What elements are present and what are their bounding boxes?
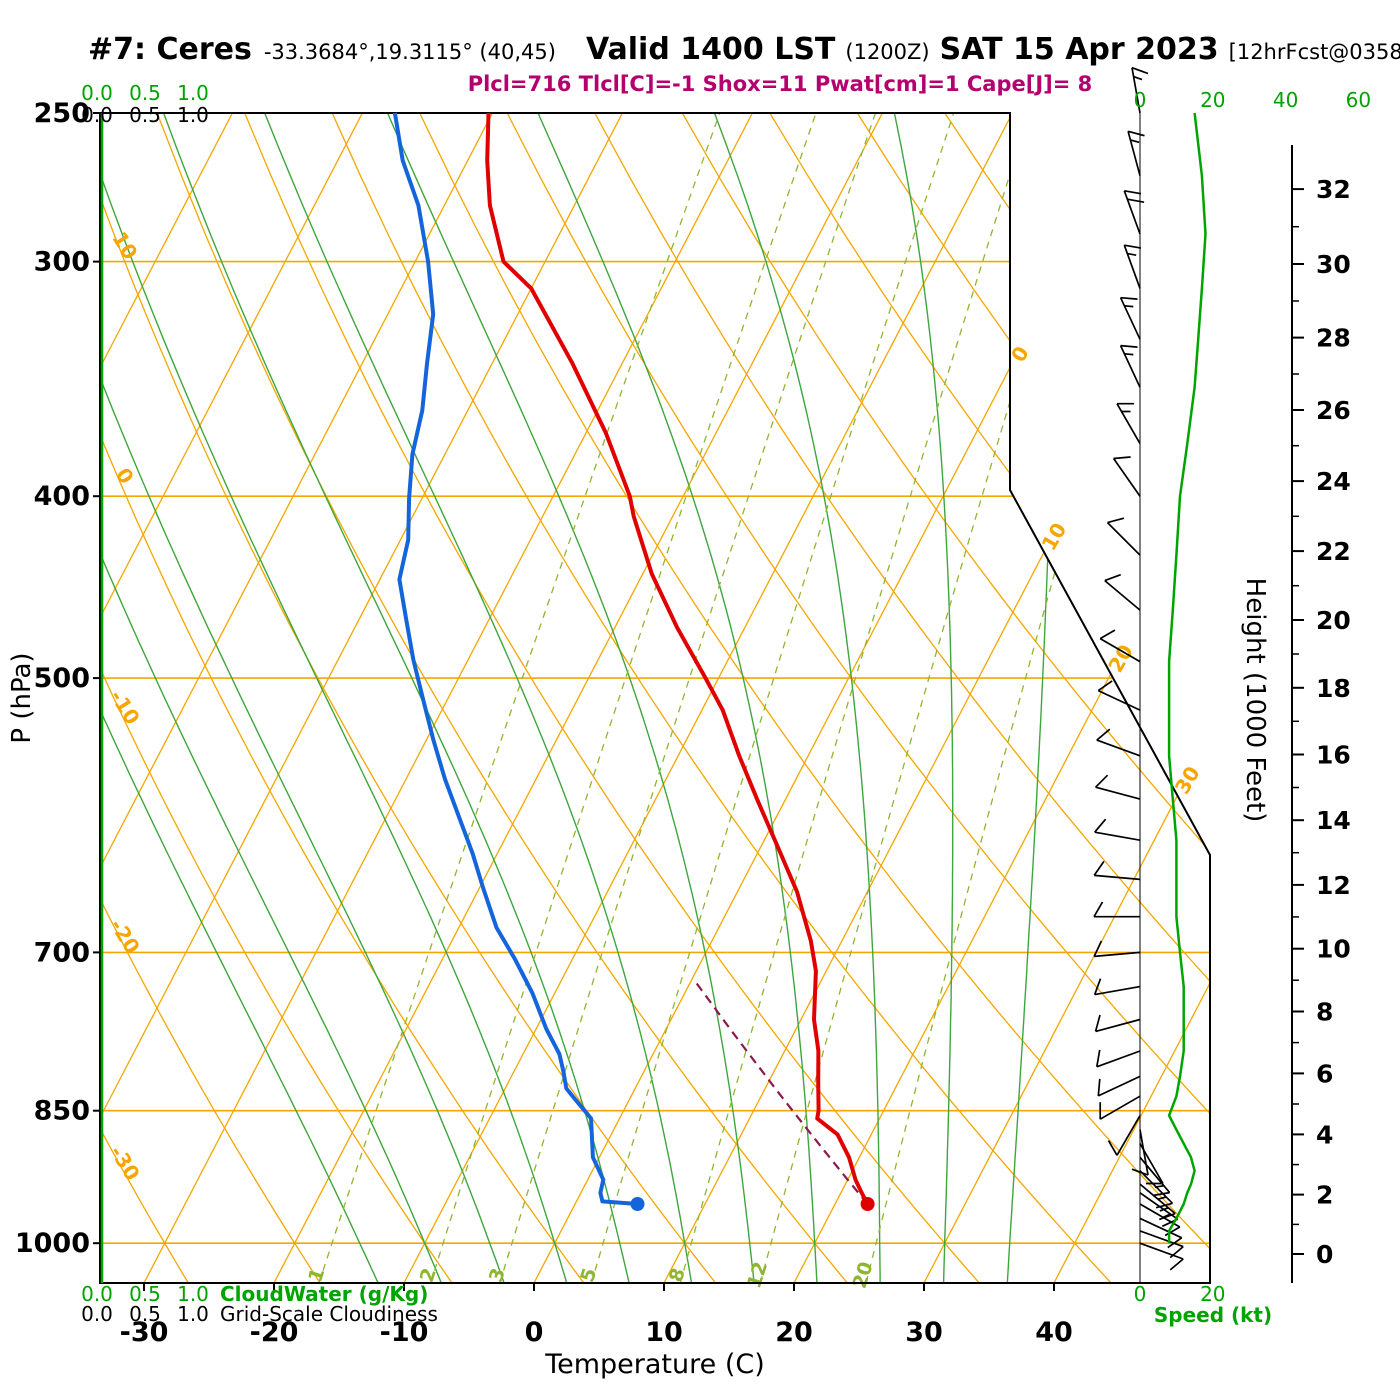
svg-text:-20: -20 bbox=[250, 1317, 299, 1348]
svg-text:40: 40 bbox=[1035, 1317, 1073, 1348]
svg-text:-30: -30 bbox=[120, 1317, 169, 1348]
svg-text:0: 0 bbox=[1316, 1240, 1333, 1269]
dewpoint-curve bbox=[392, 112, 638, 1206]
parcel-path bbox=[692, 978, 869, 1205]
svg-text:4: 4 bbox=[1316, 1120, 1333, 1149]
svg-text:30: 30 bbox=[905, 1317, 943, 1348]
svg-text:14: 14 bbox=[1316, 806, 1351, 835]
temperature-curve bbox=[485, 112, 870, 1205]
svg-text:1.0: 1.0 bbox=[177, 103, 209, 127]
svg-text:Speed (kt): Speed (kt) bbox=[1154, 1303, 1272, 1327]
svg-text:0.0: 0.0 bbox=[81, 1302, 113, 1326]
station-title: #7: Ceres bbox=[88, 32, 252, 67]
svg-text:24: 24 bbox=[1316, 467, 1351, 496]
svg-text:8: 8 bbox=[1316, 998, 1333, 1027]
svg-text:16: 16 bbox=[1316, 741, 1351, 770]
svg-text:2: 2 bbox=[1316, 1181, 1333, 1210]
svg-text:12: 12 bbox=[1316, 871, 1351, 900]
svg-text:1.0: 1.0 bbox=[177, 1282, 209, 1306]
surface-dewpoint-dot bbox=[630, 1197, 645, 1211]
surface-temp-dot bbox=[860, 1197, 875, 1211]
svg-text:20: 20 bbox=[1200, 88, 1225, 112]
svg-text:20: 20 bbox=[1316, 606, 1351, 635]
svg-text:400: 400 bbox=[34, 481, 90, 512]
svg-text:Grid-Scale Cloudiness: Grid-Scale Cloudiness bbox=[220, 1302, 438, 1326]
svg-text:1.0: 1.0 bbox=[177, 81, 209, 105]
svg-text:20: 20 bbox=[775, 1317, 813, 1348]
svg-text:2: 2 bbox=[416, 1265, 441, 1284]
stability-indices-line: Plcl=716 Tlcl[C]=-1 Shox=11 Pwat[cm]=1 C… bbox=[467, 72, 1093, 96]
svg-text:30: 30 bbox=[1316, 250, 1351, 279]
svg-text:1000: 1000 bbox=[15, 1228, 90, 1259]
station-coords: -33.3684°,19.3115° (40,45) bbox=[263, 40, 556, 64]
svg-text:18: 18 bbox=[1316, 674, 1351, 703]
svg-text:32: 32 bbox=[1316, 175, 1351, 204]
chart-header: #7: Ceres -33.3684°,19.3115° (40,45) Val… bbox=[88, 32, 1400, 67]
svg-text:8: 8 bbox=[665, 1265, 690, 1284]
svg-text:0: 0 bbox=[1134, 88, 1147, 112]
svg-text:6: 6 bbox=[1316, 1059, 1333, 1088]
svg-text:40: 40 bbox=[1273, 88, 1298, 112]
svg-text:0.0: 0.0 bbox=[81, 103, 113, 127]
svg-text:12: 12 bbox=[743, 1259, 772, 1291]
svg-text:0.5: 0.5 bbox=[129, 103, 161, 127]
svg-text:P (hPa): P (hPa) bbox=[7, 652, 37, 743]
svg-text:1.0: 1.0 bbox=[177, 1302, 209, 1326]
svg-text:20: 20 bbox=[1200, 1282, 1225, 1306]
svg-text:850: 850 bbox=[34, 1096, 90, 1127]
svg-text:0: 0 bbox=[525, 1317, 544, 1348]
svg-text:300: 300 bbox=[34, 247, 90, 278]
svg-text:0: 0 bbox=[111, 464, 139, 489]
svg-text:Temperature (C): Temperature (C) bbox=[544, 1349, 765, 1380]
svg-text:10: 10 bbox=[107, 227, 142, 263]
background-grid bbox=[100, 113, 1210, 1283]
svg-text:0.5: 0.5 bbox=[129, 1282, 161, 1306]
svg-text:0.0: 0.0 bbox=[81, 1282, 113, 1306]
svg-text:0.5: 0.5 bbox=[129, 1302, 161, 1326]
svg-text:250: 250 bbox=[34, 98, 90, 129]
svg-text:10: 10 bbox=[645, 1317, 683, 1348]
valid-date: SAT 15 Apr 2023 bbox=[939, 32, 1219, 67]
svg-text:0.5: 0.5 bbox=[129, 81, 161, 105]
svg-text:Height (1000 Feet): Height (1000 Feet) bbox=[1240, 578, 1270, 823]
wind-speed-profile bbox=[1167, 112, 1207, 1244]
svg-text:10: 10 bbox=[1316, 935, 1351, 964]
wind-barbs bbox=[1093, 66, 1184, 1271]
svg-text:3: 3 bbox=[485, 1265, 510, 1284]
svg-text:26: 26 bbox=[1316, 396, 1351, 425]
svg-text:22: 22 bbox=[1316, 537, 1351, 566]
svg-text:5: 5 bbox=[576, 1265, 601, 1284]
svg-text:0.0: 0.0 bbox=[81, 81, 113, 105]
plot-frame bbox=[99, 112, 1211, 1284]
svg-text:700: 700 bbox=[34, 937, 90, 968]
forecast-tag: [12hrFcst@0358z] bbox=[1228, 40, 1400, 64]
svg-text:CloudWater (g/Kg): CloudWater (g/Kg) bbox=[220, 1282, 428, 1306]
svg-text:1: 1 bbox=[304, 1265, 329, 1284]
valid-time: Valid 1400 LST bbox=[585, 32, 836, 67]
svg-text:0: 0 bbox=[1134, 1282, 1147, 1306]
svg-text:-10: -10 bbox=[380, 1317, 429, 1348]
valid-zulu: (1200Z) bbox=[845, 40, 930, 64]
svg-text:500: 500 bbox=[34, 663, 90, 694]
svg-text:60: 60 bbox=[1346, 88, 1371, 112]
svg-text:28: 28 bbox=[1316, 324, 1351, 353]
svg-text:20: 20 bbox=[849, 1259, 878, 1291]
